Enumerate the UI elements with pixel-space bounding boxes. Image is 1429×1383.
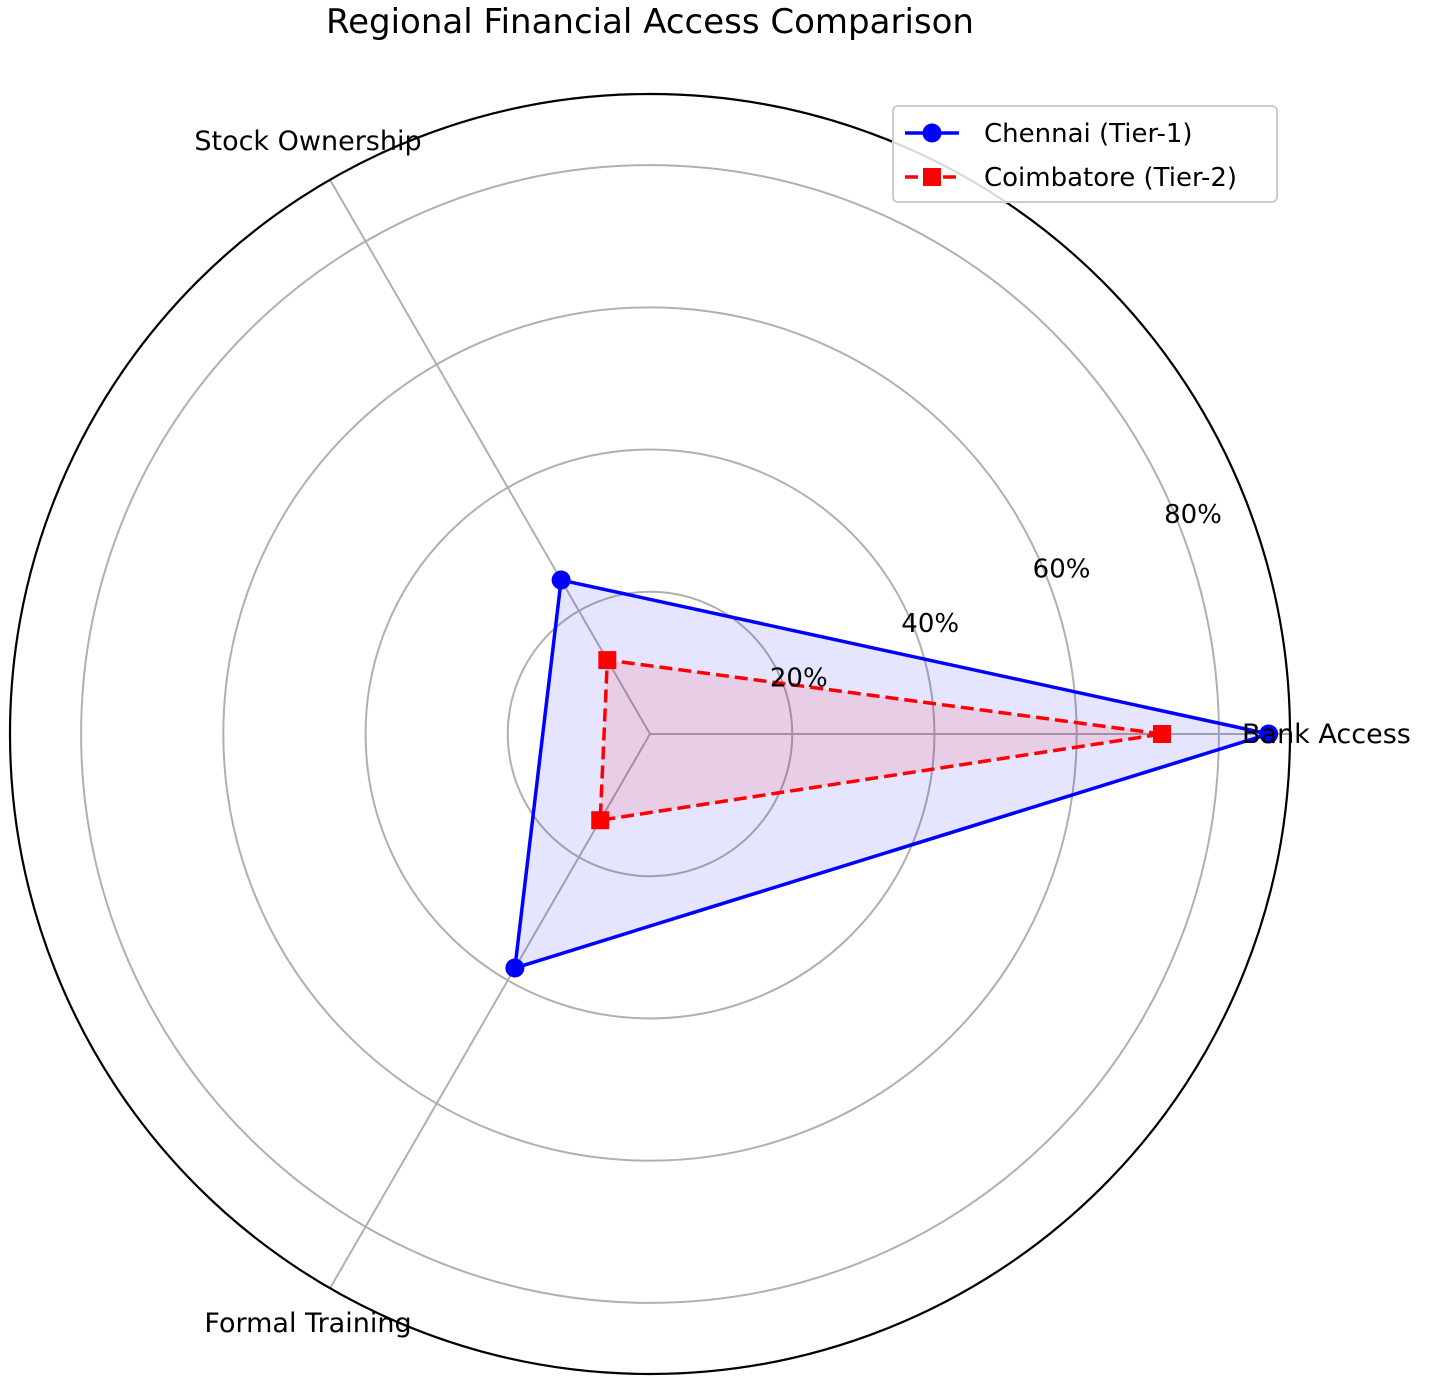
- legend-label: Chennai (Tier-1): [984, 119, 1193, 149]
- radial-tick-label: 20%: [770, 664, 828, 694]
- label-layer: 20% 40% 60% 80% Bank Access Stock Ownership Fo…: [194, 126, 1410, 1339]
- category-label: Formal Training: [204, 1308, 411, 1339]
- radial-tick-label: 60%: [1033, 555, 1091, 585]
- data-point: [505, 958, 525, 978]
- series-line: [598, 658, 1164, 822]
- legend-entry: Coimbatore (Tier-2): [905, 163, 1237, 193]
- category-label: Stock Ownership: [194, 126, 421, 157]
- polar-frame: [8, 92, 1292, 1376]
- legend-label: Coimbatore (Tier-2): [984, 163, 1237, 193]
- series-line: [513, 578, 1271, 970]
- chart-title: Regional Financial Access Comparison: [326, 2, 974, 42]
- legend-marker: [922, 123, 942, 143]
- series-area: [600, 660, 1162, 821]
- legend-entry: Chennai (Tier-1): [905, 119, 1193, 149]
- series-layer: [505, 570, 1279, 978]
- data-point: [1259, 724, 1279, 744]
- radial-tick-label: 80%: [1164, 500, 1222, 530]
- legend-marker: [923, 168, 941, 186]
- series-coimbatore: [591, 651, 1171, 830]
- data-point: [591, 811, 610, 830]
- data-point: [1153, 725, 1171, 743]
- legend: Chennai (Tier-1) Coimbatore (Tier-2): [892, 105, 1278, 203]
- data-point: [598, 651, 617, 670]
- legend-box: [892, 105, 1278, 203]
- category-label: Bank Access: [1242, 719, 1411, 750]
- polar-grid: [8, 92, 1292, 1376]
- spoke-1: [329, 179, 651, 735]
- radial-tick-label: 40%: [901, 609, 959, 639]
- data-point: [551, 570, 571, 590]
